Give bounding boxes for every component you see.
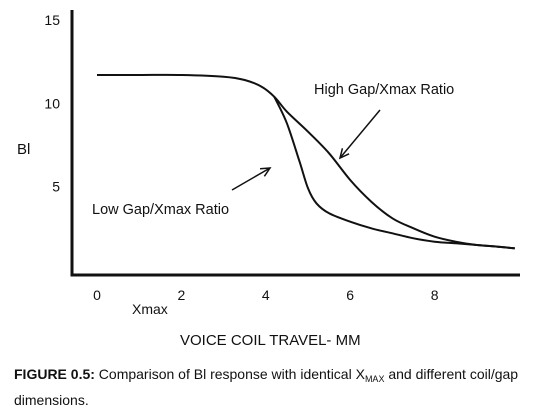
annotation-arrows xyxy=(231,109,381,191)
y-axis-label: Bl xyxy=(17,141,30,158)
y-tick-label: 5 xyxy=(52,179,60,195)
figure-label: FIGURE 0.5: xyxy=(14,366,95,382)
caption-subscript: MAX xyxy=(364,374,385,384)
caption-text: Comparison of Bl response with identical… xyxy=(94,366,365,382)
series-line-high-gap xyxy=(96,73,515,250)
figure-caption: FIGURE 0.5: Comparison of Bl response wi… xyxy=(14,364,544,411)
arrow-high-gap xyxy=(339,109,381,159)
series-lines xyxy=(96,73,515,250)
x-tick-label: 8 xyxy=(431,287,439,303)
x-tick-label: 4 xyxy=(262,287,270,303)
y-tick-label: 15 xyxy=(44,12,60,28)
arrow-low-gap-head xyxy=(259,167,272,177)
bl-response-chart: 0 2 4 6 8 5 10 15 Bl VOICE COIL TRAVEL- MM Xmax… xyxy=(17,10,520,349)
annotation-low-gap: Low Gap/Xmax Ratio xyxy=(92,202,229,218)
arrow-high-gap-head xyxy=(338,148,350,160)
chart-axes xyxy=(70,10,520,277)
series-line-low-gap xyxy=(273,96,515,250)
x-tick-label: 2 xyxy=(178,287,186,303)
x-axis-label: VOICE COIL TRAVEL- MM xyxy=(180,332,361,349)
tick-labels: 0 2 4 6 8 5 10 15 xyxy=(44,12,438,303)
x-tick-label: 0 xyxy=(93,287,101,303)
caption-text-end: and different coil/gap dimensions. xyxy=(14,366,519,408)
y-tick-label: 10 xyxy=(44,95,60,111)
x-tick-label: 6 xyxy=(346,287,354,303)
xmax-marker-label: Xmax xyxy=(132,301,168,317)
annotation-high-gap: High Gap/Xmax Ratio xyxy=(314,82,454,98)
arrow-low-gap xyxy=(231,167,271,191)
